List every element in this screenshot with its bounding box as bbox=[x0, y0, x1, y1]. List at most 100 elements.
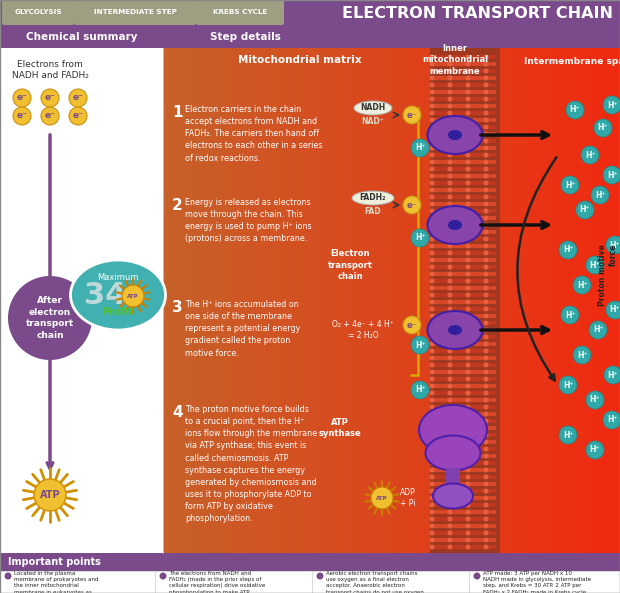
Text: e⁻: e⁻ bbox=[407, 320, 417, 330]
Circle shape bbox=[484, 145, 489, 151]
Circle shape bbox=[448, 202, 453, 206]
Circle shape bbox=[466, 257, 471, 263]
Circle shape bbox=[484, 355, 489, 361]
Circle shape bbox=[484, 531, 489, 535]
Circle shape bbox=[466, 362, 471, 368]
Circle shape bbox=[430, 517, 435, 521]
FancyBboxPatch shape bbox=[352, 48, 358, 553]
FancyBboxPatch shape bbox=[414, 48, 421, 553]
Circle shape bbox=[371, 487, 393, 509]
FancyBboxPatch shape bbox=[74, 0, 196, 25]
FancyBboxPatch shape bbox=[432, 377, 496, 381]
Circle shape bbox=[448, 195, 453, 199]
Text: H⁺: H⁺ bbox=[415, 385, 425, 394]
Circle shape bbox=[484, 55, 489, 59]
Circle shape bbox=[430, 397, 435, 403]
Circle shape bbox=[484, 509, 489, 515]
FancyBboxPatch shape bbox=[432, 244, 496, 248]
Circle shape bbox=[430, 537, 435, 543]
Circle shape bbox=[411, 229, 429, 247]
Circle shape bbox=[430, 237, 435, 241]
FancyBboxPatch shape bbox=[432, 258, 496, 262]
Circle shape bbox=[466, 132, 471, 136]
Circle shape bbox=[573, 346, 591, 364]
Ellipse shape bbox=[419, 405, 487, 455]
FancyBboxPatch shape bbox=[432, 510, 496, 514]
Circle shape bbox=[448, 517, 453, 521]
Circle shape bbox=[466, 517, 471, 521]
FancyBboxPatch shape bbox=[432, 209, 496, 213]
Circle shape bbox=[466, 327, 471, 333]
Circle shape bbox=[122, 285, 144, 307]
Circle shape bbox=[484, 244, 489, 248]
Circle shape bbox=[466, 285, 471, 291]
Text: H⁺: H⁺ bbox=[609, 241, 620, 250]
FancyBboxPatch shape bbox=[432, 76, 496, 80]
Text: 4: 4 bbox=[172, 405, 183, 420]
Circle shape bbox=[430, 90, 435, 94]
Circle shape bbox=[448, 349, 453, 353]
Circle shape bbox=[448, 285, 453, 291]
Text: H⁺: H⁺ bbox=[563, 381, 574, 390]
Circle shape bbox=[466, 377, 471, 381]
Circle shape bbox=[466, 222, 471, 228]
Circle shape bbox=[484, 285, 489, 291]
FancyBboxPatch shape bbox=[500, 48, 507, 553]
Circle shape bbox=[484, 272, 489, 276]
Circle shape bbox=[430, 125, 435, 129]
Circle shape bbox=[316, 572, 324, 579]
FancyBboxPatch shape bbox=[591, 48, 598, 553]
Circle shape bbox=[466, 531, 471, 535]
Circle shape bbox=[430, 145, 435, 151]
Circle shape bbox=[484, 314, 489, 318]
Circle shape bbox=[484, 215, 489, 221]
Circle shape bbox=[430, 349, 435, 353]
Circle shape bbox=[484, 482, 489, 486]
FancyBboxPatch shape bbox=[329, 48, 335, 553]
Ellipse shape bbox=[448, 130, 462, 140]
Circle shape bbox=[466, 55, 471, 59]
Circle shape bbox=[430, 222, 435, 228]
FancyBboxPatch shape bbox=[432, 314, 496, 318]
Circle shape bbox=[430, 454, 435, 458]
FancyBboxPatch shape bbox=[317, 48, 324, 553]
Circle shape bbox=[430, 264, 435, 269]
Circle shape bbox=[484, 377, 489, 381]
Circle shape bbox=[466, 544, 471, 550]
Circle shape bbox=[466, 174, 471, 178]
FancyBboxPatch shape bbox=[432, 531, 496, 535]
Circle shape bbox=[430, 544, 435, 550]
Circle shape bbox=[466, 489, 471, 493]
Text: Intermembrane space: Intermembrane space bbox=[524, 58, 620, 66]
Circle shape bbox=[466, 90, 471, 94]
FancyBboxPatch shape bbox=[197, 48, 204, 553]
FancyBboxPatch shape bbox=[163, 48, 170, 553]
Circle shape bbox=[484, 496, 489, 500]
Text: H⁺: H⁺ bbox=[607, 100, 618, 110]
FancyBboxPatch shape bbox=[489, 48, 495, 553]
Circle shape bbox=[430, 69, 435, 74]
FancyBboxPatch shape bbox=[374, 48, 381, 553]
FancyBboxPatch shape bbox=[266, 48, 273, 553]
FancyBboxPatch shape bbox=[363, 48, 370, 553]
FancyBboxPatch shape bbox=[603, 48, 609, 553]
Circle shape bbox=[466, 82, 471, 88]
FancyBboxPatch shape bbox=[196, 0, 284, 25]
Circle shape bbox=[430, 426, 435, 431]
Circle shape bbox=[484, 537, 489, 543]
Circle shape bbox=[566, 101, 584, 119]
Text: e⁻: e⁻ bbox=[407, 110, 417, 120]
FancyBboxPatch shape bbox=[432, 328, 496, 332]
FancyBboxPatch shape bbox=[529, 48, 535, 553]
Text: INTERMEDIATE STEP: INTERMEDIATE STEP bbox=[94, 9, 177, 15]
Circle shape bbox=[430, 229, 435, 234]
Circle shape bbox=[448, 55, 453, 59]
FancyBboxPatch shape bbox=[517, 48, 524, 553]
Text: O₂ + 4e⁻ + 4 H⁺
= 2 H₂O: O₂ + 4e⁻ + 4 H⁺ = 2 H₂O bbox=[332, 320, 394, 340]
Circle shape bbox=[484, 117, 489, 123]
FancyBboxPatch shape bbox=[0, 26, 620, 48]
Circle shape bbox=[448, 474, 453, 480]
FancyBboxPatch shape bbox=[254, 48, 261, 553]
Circle shape bbox=[466, 439, 471, 445]
FancyBboxPatch shape bbox=[432, 412, 496, 416]
